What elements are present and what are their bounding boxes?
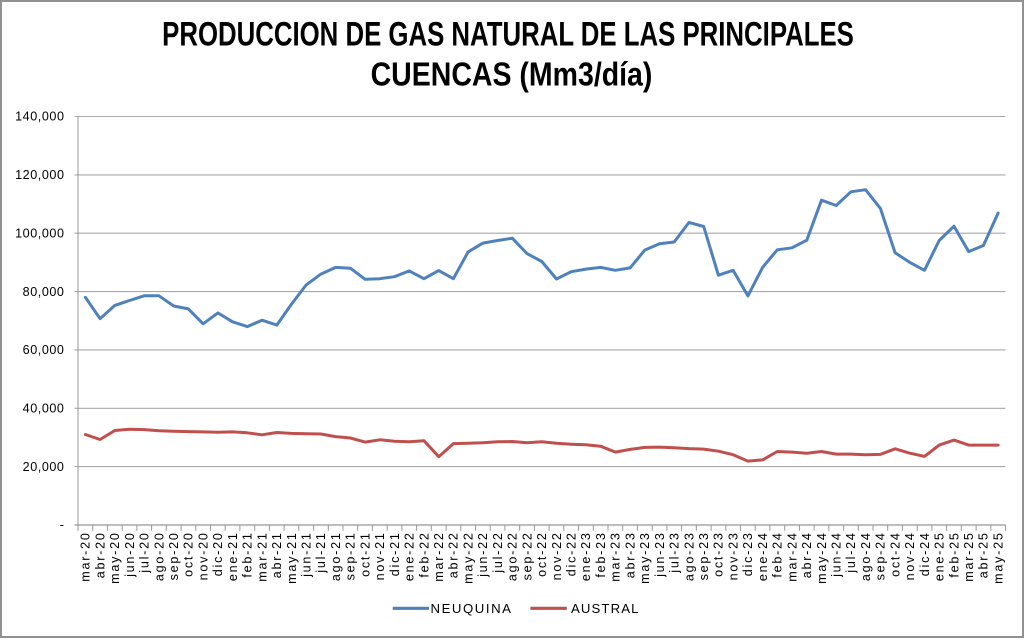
svg-text:PRODUCCION DE GAS NATURAL DE L: PRODUCCION DE GAS NATURAL DE LAS PRINCIP…: [162, 16, 854, 53]
svg-text:may-23: may-23: [638, 531, 652, 584]
svg-text:dic-23: dic-23: [741, 531, 755, 576]
svg-text:jun-21: jun-21: [300, 531, 314, 578]
svg-text:nov-20: nov-20: [196, 531, 210, 580]
svg-text:ene-22: ene-22: [403, 531, 417, 581]
svg-text:nov-22: nov-22: [550, 531, 564, 580]
svg-text:20,000: 20,000: [23, 460, 65, 474]
svg-text:may-24: may-24: [815, 531, 829, 584]
svg-text:abr-22: abr-22: [447, 531, 461, 578]
svg-text:ago-20: ago-20: [152, 531, 166, 581]
svg-text:ago-21: ago-21: [329, 531, 343, 581]
svg-text:oct-21: oct-21: [358, 531, 372, 577]
svg-text:ene-21: ene-21: [226, 531, 240, 581]
svg-text:jul-23: jul-23: [668, 531, 682, 573]
svg-text:sep-22: sep-22: [520, 531, 534, 580]
svg-text:80,000: 80,000: [23, 285, 65, 299]
svg-text:jun-22: jun-22: [476, 531, 490, 578]
svg-text:jun-20: jun-20: [123, 531, 137, 578]
svg-text:mar-20: mar-20: [79, 531, 93, 581]
svg-text:sep-24: sep-24: [874, 531, 888, 580]
svg-text:dic-22: dic-22: [565, 531, 579, 576]
svg-text:jul-22: jul-22: [491, 531, 505, 573]
svg-text:feb-23: feb-23: [594, 531, 608, 577]
svg-text:nov-23: nov-23: [726, 531, 740, 580]
svg-text:abr-21: abr-21: [270, 531, 284, 578]
svg-text:40,000: 40,000: [23, 402, 65, 416]
svg-text:dic-20: dic-20: [211, 531, 225, 576]
svg-text:feb-21: feb-21: [241, 531, 255, 577]
svg-text:NEUQUINA: NEUQUINA: [431, 601, 513, 616]
svg-text:120,000: 120,000: [15, 168, 64, 182]
svg-text:60,000: 60,000: [23, 343, 65, 357]
svg-text:nov-21: nov-21: [373, 531, 387, 580]
svg-text:oct-23: oct-23: [712, 531, 726, 577]
svg-text:ago-23: ago-23: [682, 531, 696, 581]
svg-text:ago-24: ago-24: [859, 531, 873, 581]
svg-text:jul-21: jul-21: [314, 531, 328, 573]
svg-text:abr-23: abr-23: [623, 531, 637, 578]
svg-text:AUSTRAL: AUSTRAL: [571, 601, 640, 616]
svg-text:may-20: may-20: [108, 531, 122, 584]
svg-text:jun-24: jun-24: [830, 531, 844, 578]
svg-text:abr-24: abr-24: [800, 531, 814, 578]
svg-text:jun-23: jun-23: [653, 531, 667, 578]
svg-text:abr-25: abr-25: [977, 531, 991, 578]
svg-text:mar-25: mar-25: [962, 531, 976, 581]
svg-text:ene-25: ene-25: [933, 531, 947, 581]
svg-text:nov-24: nov-24: [903, 531, 917, 580]
svg-text:sep-23: sep-23: [697, 531, 711, 580]
svg-text:sep-21: sep-21: [344, 531, 358, 580]
svg-text:dic-24: dic-24: [918, 531, 932, 576]
svg-text:abr-20: abr-20: [93, 531, 107, 578]
svg-text:100,000: 100,000: [15, 226, 64, 240]
svg-text:jul-20: jul-20: [138, 531, 152, 573]
svg-text:ene-23: ene-23: [579, 531, 593, 581]
svg-text:ene-24: ene-24: [756, 531, 770, 581]
svg-text:sep-20: sep-20: [167, 531, 181, 580]
svg-text:feb-24: feb-24: [771, 531, 785, 577]
svg-text:mar-21: mar-21: [255, 531, 269, 581]
svg-text:may-25: may-25: [991, 531, 1005, 584]
svg-text:oct-22: oct-22: [535, 531, 549, 577]
svg-text:mar-22: mar-22: [432, 531, 446, 581]
svg-text:oct-24: oct-24: [888, 531, 902, 577]
svg-text:mar-23: mar-23: [609, 531, 623, 581]
svg-text:‐: ‐: [60, 518, 65, 532]
svg-text:CUENCAS (Mm3/día): CUENCAS (Mm3/día): [371, 55, 653, 93]
svg-text:feb-22: feb-22: [417, 531, 431, 577]
svg-text:may-22: may-22: [461, 531, 475, 584]
svg-text:ago-22: ago-22: [506, 531, 520, 581]
svg-text:140,000: 140,000: [15, 110, 64, 124]
svg-text:jul-24: jul-24: [844, 531, 858, 573]
svg-text:oct-20: oct-20: [182, 531, 196, 577]
svg-text:mar-24: mar-24: [785, 531, 799, 581]
svg-text:feb-25: feb-25: [947, 531, 961, 577]
svg-text:dic-21: dic-21: [388, 531, 402, 576]
svg-text:may-21: may-21: [285, 531, 299, 584]
